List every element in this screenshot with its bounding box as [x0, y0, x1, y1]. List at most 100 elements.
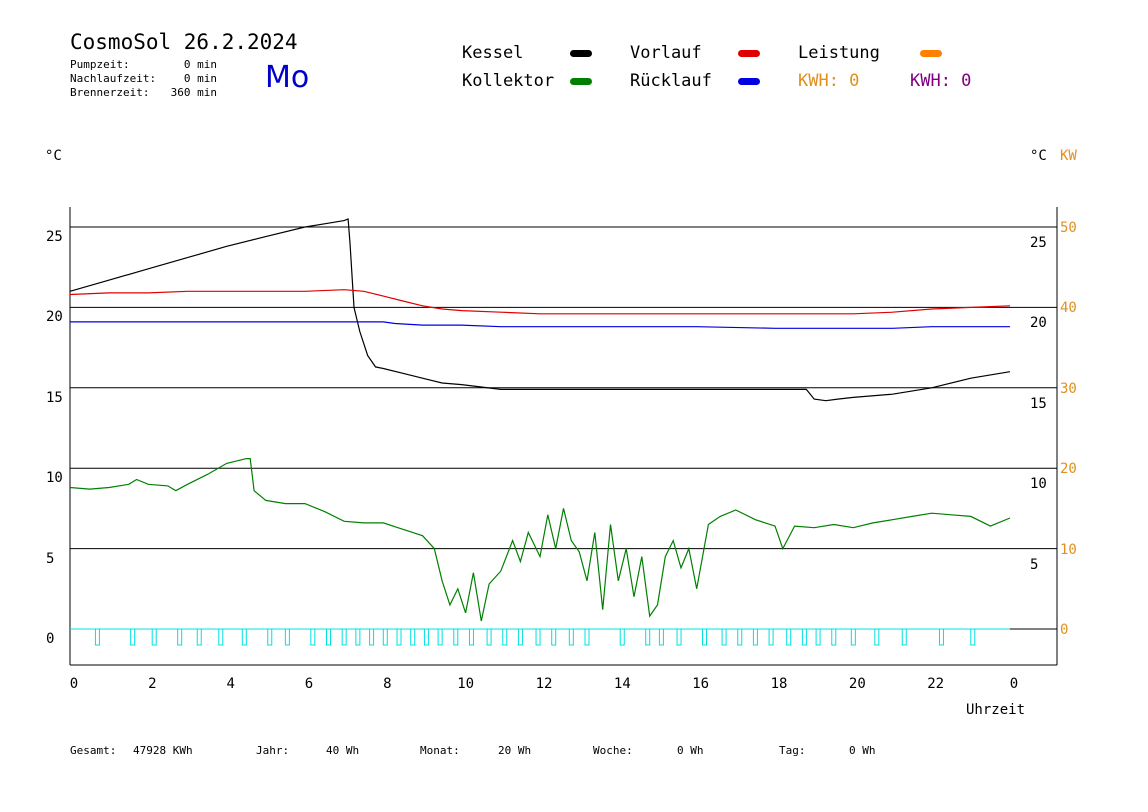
pump-pulse — [619, 628, 625, 646]
series-lines — [69, 218, 1011, 622]
pump-pulse — [94, 628, 100, 646]
y-tick-right-temp-label: 15 — [1030, 395, 1047, 412]
y-tick-left-label: 0 — [46, 631, 55, 647]
y-tick-right-temp-label: 5 — [1030, 556, 1039, 573]
pump-pulse — [831, 628, 837, 646]
footer-tag-label: Tag: — [779, 744, 806, 757]
x-tick-label: 0 — [1009, 676, 1019, 692]
pumpzeit-label: Pumpzeit: — [70, 58, 130, 71]
pump-pulse — [177, 628, 183, 646]
chart-title: CosmoSol 26.2.2024 — [70, 30, 298, 54]
footer-gesamt-value: 47928 KWh — [133, 744, 193, 757]
pump-pulse — [341, 628, 347, 646]
pump-pulse — [369, 628, 375, 646]
x-tick-label: 2 — [148, 676, 157, 692]
pump-pulse — [502, 628, 508, 646]
nachlaufzeit-label: Nachlaufzeit: — [70, 72, 157, 85]
legend-kessel-swatch — [570, 50, 592, 57]
weekday-label: Mo — [265, 60, 310, 95]
pump-pulse — [815, 628, 821, 646]
pump-pulse — [326, 628, 331, 646]
y-tick-right-kw-label: 20 — [1060, 461, 1077, 478]
pump-pulse — [801, 628, 807, 646]
legend-vorlauf-swatch — [738, 50, 760, 57]
x-tick-label: 12 — [535, 676, 553, 692]
pump-pulse — [453, 628, 459, 646]
legend-vorlauf: Vorlauf — [630, 43, 702, 63]
pump-pulse — [310, 628, 316, 646]
pump-pulse — [737, 628, 743, 646]
pump-pulse — [355, 628, 361, 646]
pump-pulse — [901, 628, 907, 646]
y-tick-right-kw-label: 40 — [1060, 300, 1077, 317]
series-line-kollektor — [69, 458, 1011, 622]
x-tick-label: 4 — [226, 676, 235, 692]
legend-leistung: Leistung — [798, 43, 880, 63]
legend-ruecklauf: Rücklauf — [630, 71, 712, 91]
legend-kollektor: Kollektor — [462, 71, 555, 91]
y-tick-right-kw-label: 10 — [1060, 541, 1077, 558]
pump-pulse — [658, 628, 664, 646]
y-tick-left-label: 15 — [46, 389, 63, 406]
pump-pulse — [938, 628, 944, 646]
x-tick-label: 20 — [848, 676, 866, 692]
footer-woche-label: Woche: — [593, 744, 633, 757]
pump-pulse — [517, 628, 523, 646]
y-tick-right-temp-label: 10 — [1030, 476, 1047, 493]
pump-pulse — [396, 628, 402, 646]
y-tick-left-label: 10 — [46, 470, 63, 487]
footer-monat-value: 20 Wh — [498, 744, 532, 757]
legend-kessel: Kessel — [462, 43, 524, 63]
pump-pulse — [721, 628, 727, 646]
legend-kollektor-swatch — [570, 78, 592, 85]
y-tick-right-kw-label: 50 — [1060, 220, 1077, 236]
pump-pulses — [70, 628, 1010, 646]
nachlaufzeit-value: 0 min — [183, 72, 217, 85]
footer-tag-value: 0 Wh — [849, 744, 876, 757]
footer-monat-label: Monat: — [420, 744, 460, 757]
y-tick-left-label: 20 — [46, 309, 63, 326]
pump-pulse — [241, 628, 247, 646]
pump-pulse — [423, 628, 429, 646]
series-line-vorlauf — [69, 289, 1011, 315]
pump-pulse — [702, 628, 707, 646]
y-tick-left-label: 5 — [46, 550, 55, 567]
x-tick-label: 22 — [927, 676, 945, 692]
pump-pulse — [568, 628, 574, 646]
pump-pulse — [535, 628, 541, 646]
legend-kwh-purple: KWH: 0 — [910, 71, 972, 91]
pump-pulse — [151, 628, 157, 646]
right-axis-unit: °C — [1030, 148, 1047, 164]
pump-pulse — [752, 628, 758, 646]
legend-leistung-swatch — [920, 50, 942, 57]
pump-pulse — [970, 628, 976, 646]
pump-pulse — [218, 628, 224, 646]
series-line-ruecklauf — [70, 321, 1010, 329]
footer-woche-value: 0 Wh — [677, 744, 704, 757]
pump-pulse — [437, 628, 443, 646]
y-tick-right-kw-label: 30 — [1060, 380, 1077, 397]
series-line-kessel — [69, 218, 1011, 402]
pump-pulse — [410, 628, 416, 646]
pump-pulse — [786, 628, 792, 646]
pump-pulse — [768, 628, 774, 646]
pump-pulse — [676, 628, 682, 646]
legend-ruecklauf-swatch — [738, 78, 760, 85]
footer-jahr-label: Jahr: — [256, 744, 290, 757]
pump-pulse — [196, 628, 202, 646]
brennerzeit-value: 360 min — [170, 86, 217, 99]
y-tick-right-temp-label: 20 — [1030, 315, 1047, 332]
y-tick-left-label: 25 — [46, 229, 63, 245]
y-tick-right-temp-label: 25 — [1030, 235, 1047, 251]
x-axis-label: Uhrzeit — [966, 702, 1026, 718]
pump-pulse — [850, 628, 856, 646]
x-tick-label: 10 — [457, 676, 475, 692]
pumpzeit-value: 0 min — [183, 58, 217, 71]
right-axis-unit-kw: KW — [1060, 148, 1077, 164]
x-tick-label: 18 — [770, 676, 788, 692]
brennerzeit-label: Brennerzeit: — [70, 86, 150, 99]
x-tick-label: 6 — [304, 676, 314, 692]
pump-pulse — [468, 628, 474, 646]
pump-pulse — [584, 628, 590, 646]
